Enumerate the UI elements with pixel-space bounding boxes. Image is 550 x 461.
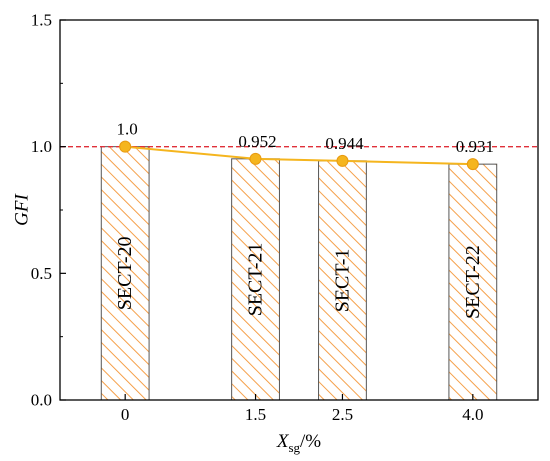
y-tick-label: 1.5 bbox=[31, 11, 52, 30]
line-marker bbox=[119, 140, 132, 153]
x-tick-label: 0 bbox=[121, 405, 130, 424]
x-axis-title: Xsg/% bbox=[276, 431, 321, 455]
bar-label: SECT-21 bbox=[245, 243, 267, 317]
x-axis-title-main: X bbox=[276, 431, 290, 452]
data-label: 0.944 bbox=[325, 134, 364, 153]
line-marker bbox=[336, 154, 349, 167]
x-axis-title-subscript: sg bbox=[288, 440, 300, 455]
bar-label: SECT-22 bbox=[462, 245, 484, 319]
bar-sect-22 bbox=[448, 163, 498, 401]
axes: 0.0 0.5 1.0 1.5 0 1.5 2.5 4.0 bbox=[31, 11, 484, 425]
data-label: 0.952 bbox=[238, 132, 276, 151]
trend-line bbox=[125, 145, 473, 166]
bar-sect-20 bbox=[100, 146, 150, 401]
x-axis-title-suffix: /% bbox=[300, 431, 321, 452]
y-axis-title: GFI bbox=[12, 193, 33, 226]
line-marker bbox=[249, 152, 262, 165]
y-tick-label: 0.5 bbox=[31, 264, 52, 283]
data-label: 0.931 bbox=[456, 137, 494, 156]
y-tick-label: 1.0 bbox=[31, 137, 52, 156]
trend-line-group bbox=[119, 140, 479, 171]
y-tick-label: 0.0 bbox=[31, 391, 52, 410]
data-labels: 1.0 0.952 0.944 0.931 bbox=[117, 120, 494, 156]
bar-sect-21 bbox=[231, 158, 280, 401]
x-tick-label: 4.0 bbox=[462, 405, 483, 424]
line-marker bbox=[466, 158, 479, 171]
x-tick-label: 2.5 bbox=[332, 405, 353, 424]
bar-label: SECT-1 bbox=[331, 249, 353, 313]
data-label: 1.0 bbox=[117, 120, 138, 139]
bars: SECT-20 SECT-21 SECT-1 SECT-22 bbox=[100, 146, 498, 401]
x-tick-label: 1.5 bbox=[245, 405, 266, 424]
bar-label: SECT-20 bbox=[114, 236, 136, 310]
